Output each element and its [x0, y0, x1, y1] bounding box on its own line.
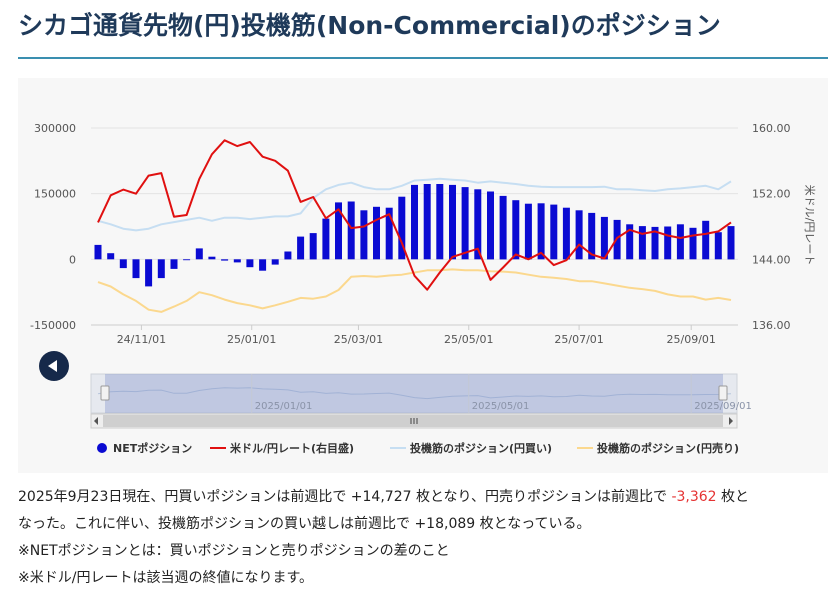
net-position-bar: [360, 210, 368, 260]
navigator-track: [90, 373, 738, 414]
legend-label[interactable]: 投機筋のポジション(円買い): [410, 441, 552, 455]
net-position-bar: [436, 184, 444, 260]
x-axis-tick-label: 25/03/01: [334, 333, 383, 346]
net-position-bar: [322, 218, 330, 260]
net-position-bar: [411, 184, 418, 260]
right-axis-tick-label: 160.00: [752, 122, 791, 135]
left-axis-tick-label: 150000: [34, 188, 76, 201]
left-axis-tick-label: 0: [69, 253, 76, 266]
net-position-bar: [524, 203, 532, 260]
net-position-bar: [195, 248, 203, 260]
net-position-bar: [474, 189, 482, 260]
right-axis-tick-label: 136.00: [752, 319, 791, 332]
net-position-bar: [537, 203, 545, 260]
net-position-bar: [271, 259, 279, 265]
x-axis-tick-label: 24/11/01: [117, 333, 166, 346]
left-axis-tick-label: -150000: [30, 319, 76, 332]
net-position-bar: [423, 184, 431, 260]
x-axis-tick-label: 25/09/01: [667, 333, 716, 346]
net-position-bar: [297, 236, 305, 260]
x-axis-tick-label: 25/05/01: [444, 333, 493, 346]
right-axis-tick-label: 144.00: [752, 253, 791, 266]
net-position-bar: [727, 226, 735, 260]
net-position-bar: [575, 210, 583, 260]
legend-marker[interactable]: [97, 443, 107, 453]
yen-long-position-line: [97, 177, 732, 232]
navigator-date-label: 2025/09/01: [694, 401, 752, 412]
net-position-bar: [233, 259, 241, 263]
net-position-bar: [208, 256, 216, 260]
x-axis-tick-label: 25/07/01: [554, 333, 603, 346]
net-position-bar: [119, 259, 127, 269]
navigator-series: [97, 387, 732, 400]
title-divider: [18, 57, 828, 59]
navigator-range[interactable]: [105, 374, 723, 413]
navigator-date-label: 2025/05/01: [472, 401, 530, 412]
short-change-value: -3,362: [671, 489, 717, 505]
scrollbar-thumb[interactable]: [103, 415, 723, 427]
net-position-bar: [461, 187, 469, 260]
commentary-line-1: 2025年9月23日現在、円買いポジションは前週比で +14,727 枚となり、…: [18, 484, 833, 511]
net-position-bar: [309, 233, 317, 260]
legend-label[interactable]: 投機筋のポジション(円売り): [597, 441, 739, 455]
right-axis-title: 米ドル/円レート: [803, 185, 816, 266]
previous-chart-button[interactable]: [39, 351, 69, 381]
net-position-bar: [132, 259, 140, 279]
commentary-part-2: 枚と: [716, 489, 750, 505]
net-position-bar: [398, 196, 406, 260]
x-axis-tick-label: 25/01/01: [227, 333, 276, 346]
net-position-note: ※NETポジションとは：買いポジションと売りポジションの差のこと: [18, 543, 450, 559]
navigator-date-label: 2025/01/01: [255, 401, 313, 412]
net-position-bar: [689, 227, 697, 260]
net-position-bar: [714, 232, 722, 260]
net-position-bar: [157, 259, 165, 279]
net-position-bar: [562, 207, 570, 260]
usdjpy-rate-line: [97, 139, 732, 291]
net-position-bar: [638, 226, 646, 260]
commentary-part-1: 2025年9月23日現在、円買いポジションは前週比で +14,727 枚となり、…: [18, 489, 672, 505]
net-position-bar: [145, 259, 153, 287]
net-position-bar: [600, 216, 608, 260]
net-position-bar: [246, 259, 254, 268]
page-title: シカゴ通貨先物(円)投機筋(Non-Commercial)のポジション: [18, 11, 721, 40]
net-position-bar: [259, 259, 267, 271]
commentary: 2025年9月23日現在、円買いポジションは前週比で +14,727 枚となり、…: [18, 484, 833, 592]
net-position-bar: [651, 226, 659, 260]
net-position-bar: [550, 204, 558, 260]
left-axis-tick-label: 300000: [34, 122, 76, 135]
net-position-bar: [499, 195, 507, 260]
right-axis-tick-label: 152.00: [752, 188, 791, 201]
commentary-line-2: なった。これに伴い、投機筋ポジションの買い越しは前週比で +18,089 枚とな…: [18, 516, 591, 532]
legend-label[interactable]: NETポジション: [113, 441, 192, 455]
net-position-bar: [284, 251, 292, 260]
net-position-bar: [702, 220, 710, 260]
net-position-bar: [107, 253, 115, 260]
net-position-bar: [385, 207, 393, 260]
net-position-bar: [347, 201, 355, 260]
navigator-left-handle[interactable]: [100, 385, 110, 401]
net-position-bar: [373, 206, 380, 260]
net-position-bar: [449, 184, 456, 260]
net-position-bar: [487, 191, 494, 260]
scroll-right-arrow-icon[interactable]: [729, 417, 733, 425]
net-position-bar: [676, 224, 684, 260]
scroll-left-arrow-icon[interactable]: [94, 417, 98, 425]
navigator-right-handle[interactable]: [718, 385, 728, 401]
net-position-bar: [94, 244, 102, 260]
yen-short-position-line: [97, 268, 732, 313]
legend-label[interactable]: 米ドル/円レート(右目盛): [229, 441, 354, 455]
net-position-bar: [170, 259, 178, 269]
net-position-bar: [626, 224, 634, 260]
net-position-bar: [664, 226, 672, 260]
net-position-bar: [512, 200, 520, 260]
rate-note: ※米ドル/円レートは該当週の終値になります。: [18, 570, 314, 586]
net-position-bar: [221, 259, 229, 261]
net-position-bar: [183, 259, 191, 261]
net-position-bar: [588, 212, 596, 260]
net-position-bar: [335, 202, 342, 260]
